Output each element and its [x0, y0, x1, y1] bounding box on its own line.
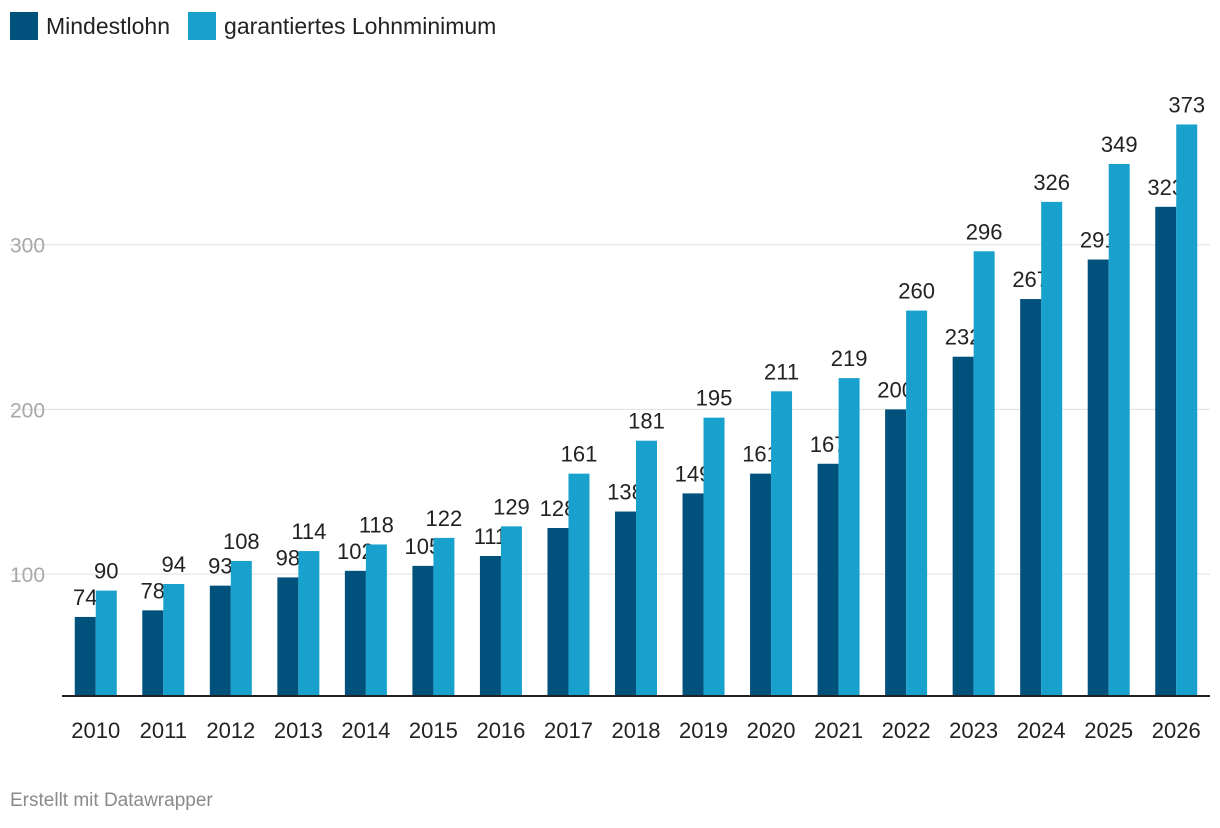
- x-tick-label: 2021: [814, 718, 863, 743]
- data-label: 326: [1033, 170, 1070, 195]
- x-tick-label: 2011: [140, 718, 187, 743]
- data-label: 219: [831, 346, 868, 371]
- bar: [906, 310, 928, 696]
- legend-label-lohnminimum: garantiertes Lohnminimum: [224, 12, 497, 39]
- footer-credit: Erstellt mit Datawrapper: [10, 790, 213, 811]
- legend-label-mindestlohn: Mindestlohn: [46, 12, 171, 39]
- bar: [365, 544, 387, 696]
- legend-swatch-mindestlohn: [10, 12, 38, 40]
- bar: [838, 378, 860, 696]
- data-label: 90: [94, 559, 118, 584]
- data-label: 78: [141, 578, 165, 603]
- bar: [95, 590, 117, 696]
- x-tick-label: 2013: [274, 718, 323, 743]
- x-tick-label: 2019: [679, 718, 728, 743]
- bar: [412, 565, 434, 696]
- data-label: 93: [208, 554, 232, 579]
- bar: [209, 585, 231, 696]
- bar: [636, 440, 657, 696]
- bar: [500, 526, 522, 696]
- legend-swatch-lohnminimum: [188, 12, 217, 40]
- data-label: 108: [223, 529, 260, 554]
- bar: [1020, 299, 1042, 696]
- x-tick-label: 2022: [882, 718, 931, 743]
- bar: [1155, 206, 1177, 696]
- x-tick-label: 2012: [206, 718, 255, 743]
- bar: [74, 616, 96, 696]
- y-tick-label: 300: [10, 235, 45, 258]
- x-tick-label: 2017: [544, 718, 593, 743]
- x-tick-label: 2014: [341, 718, 390, 743]
- y-tick-label: 200: [10, 399, 45, 422]
- bar: [230, 560, 252, 696]
- bar: [885, 409, 907, 696]
- x-tick-label: 2015: [409, 718, 458, 743]
- data-label: 211: [764, 359, 799, 384]
- bar: [163, 584, 185, 696]
- data-label: 260: [898, 279, 935, 304]
- data-label: 373: [1168, 92, 1205, 117]
- bar: [1176, 124, 1198, 697]
- bar: [952, 356, 974, 696]
- bar: [277, 577, 299, 696]
- data-label: 122: [426, 506, 463, 531]
- data-label: 98: [276, 545, 300, 570]
- chart-legend: Mindestlohn garantiertes Lohnminimum: [10, 12, 496, 40]
- x-tick-label: 2018: [612, 718, 661, 743]
- data-label: 114: [291, 519, 326, 544]
- x-tick-label: 2026: [1152, 718, 1201, 743]
- bar: [547, 528, 569, 696]
- bar: [1041, 201, 1063, 696]
- bar: [344, 570, 366, 696]
- data-label: 181: [628, 409, 665, 434]
- bar: [479, 556, 501, 696]
- data-label: 118: [359, 512, 394, 537]
- data-label: 74: [73, 585, 97, 610]
- data-label: 349: [1101, 132, 1138, 157]
- data-label: 296: [966, 219, 1003, 244]
- data-label: 195: [696, 386, 733, 411]
- legend-item-mindestlohn: Mindestlohn: [10, 12, 170, 40]
- bar: [433, 537, 455, 696]
- bar: [973, 251, 995, 696]
- data-label: 129: [493, 494, 530, 519]
- x-tick-label: 2025: [1084, 718, 1133, 743]
- bar: [682, 493, 704, 696]
- x-tick-label: 2010: [71, 718, 120, 743]
- bar: [615, 511, 636, 696]
- bar: [568, 473, 590, 696]
- bar: [750, 473, 772, 696]
- bar: [817, 463, 839, 696]
- bar: [703, 417, 725, 696]
- bar: [142, 610, 164, 696]
- legend-item-lohnminimum: garantiertes Lohnminimum: [188, 12, 496, 40]
- x-tick-label: 2016: [476, 718, 525, 743]
- bar: [1108, 164, 1130, 696]
- x-tick-label: 2023: [949, 718, 998, 743]
- data-label: 161: [561, 442, 598, 467]
- bar: [1087, 259, 1109, 696]
- x-tick-label: 2020: [747, 718, 796, 743]
- bar: [298, 551, 320, 696]
- y-tick-label: 100: [10, 564, 45, 587]
- x-tick-label: 2024: [1017, 718, 1066, 743]
- data-label: 94: [162, 552, 186, 577]
- bar: [771, 391, 793, 696]
